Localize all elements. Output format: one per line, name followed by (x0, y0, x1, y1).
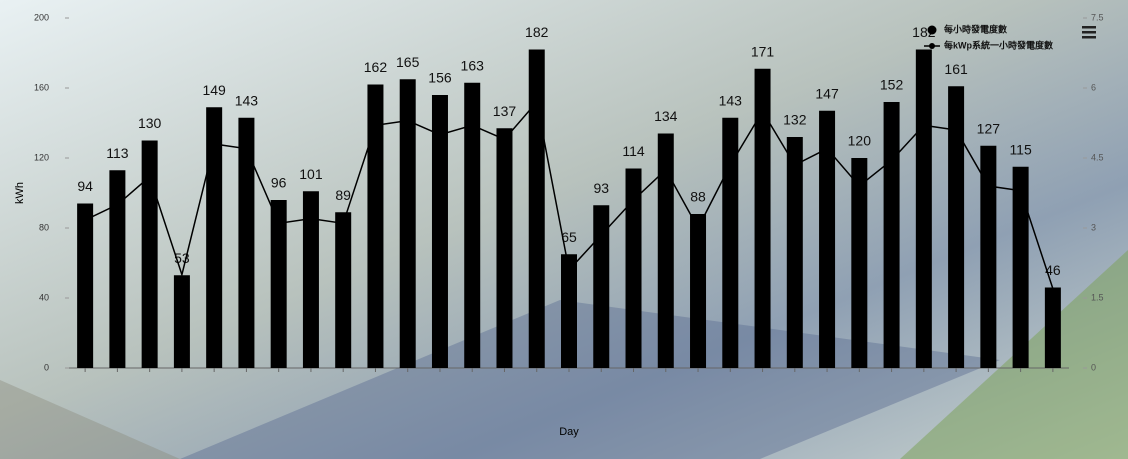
legend-marker (929, 43, 935, 49)
bar (270, 200, 287, 368)
data-label: 147 (815, 85, 839, 101)
data-label: 114 (622, 143, 645, 159)
legend-label: 每小時發電度數 (944, 23, 1008, 34)
data-label: 88 (690, 189, 706, 205)
y2-tick-label: 0 (1091, 362, 1096, 372)
bar (206, 107, 223, 368)
bar (302, 191, 319, 368)
bar (883, 102, 900, 368)
y-tick-label: 120 (34, 152, 49, 162)
data-label: 127 (977, 120, 1001, 136)
y-tick-label: 0 (44, 362, 49, 372)
data-label: 137 (493, 103, 517, 119)
bar (141, 140, 158, 368)
bar (238, 117, 255, 368)
bar (754, 68, 771, 368)
data-label: 171 (751, 43, 775, 59)
data-label: 182 (525, 24, 549, 40)
hamburger-menu[interactable] (1082, 26, 1096, 39)
bar (109, 170, 126, 368)
bar (851, 158, 868, 368)
data-label: 165 (396, 54, 420, 70)
y-axis-label: kWh (14, 182, 26, 204)
bar (722, 117, 739, 368)
data-label: 143 (235, 92, 259, 108)
bar (173, 275, 190, 368)
y2-tick-label: 3 (1091, 222, 1096, 232)
line (84, 100, 1054, 289)
bar (77, 203, 94, 368)
data-label: 46 (1045, 262, 1061, 278)
x-axis-label: Day (559, 426, 579, 438)
data-label: 96 (271, 175, 287, 191)
data-label: 134 (654, 108, 678, 124)
data-label: 152 (880, 77, 904, 93)
data-label: 149 (202, 82, 226, 98)
bar (980, 145, 997, 368)
data-label: 130 (138, 115, 162, 131)
bar (593, 205, 610, 368)
bar (496, 128, 513, 368)
bar (335, 212, 352, 368)
data-label: 120 (848, 133, 872, 149)
y-tick-label: 200 (34, 12, 49, 22)
y2-tick-label: 1.5 (1091, 292, 1104, 302)
legend-marker (927, 25, 937, 35)
y-tick-label: 80 (39, 222, 49, 232)
bar (431, 95, 448, 368)
data-label: 132 (783, 112, 807, 128)
data-label: 101 (299, 166, 323, 182)
y-tick-label: 160 (34, 82, 49, 92)
bar (367, 84, 384, 368)
data-label: 93 (593, 180, 609, 196)
data-label: 65 (561, 229, 577, 245)
bar (399, 79, 416, 368)
bar (561, 254, 577, 368)
data-label: 156 (428, 70, 452, 86)
data-label: 163 (461, 57, 485, 73)
bar (1012, 166, 1029, 368)
bar (948, 86, 965, 368)
y2-tick-label: 7.5 (1091, 12, 1104, 22)
data-label: 143 (719, 92, 743, 108)
data-label: 162 (364, 59, 388, 75)
y2-tick-label: 4.5 (1091, 152, 1104, 162)
bar (1044, 287, 1061, 368)
legend-label: 每kWp系統一小時發電度數 (944, 39, 1054, 50)
data-label: 94 (77, 178, 93, 194)
data-label: 89 (335, 187, 351, 203)
bar (657, 133, 674, 368)
y2-tick-label: 6 (1091, 82, 1096, 92)
bar (786, 137, 803, 368)
bar (819, 110, 836, 368)
bar (690, 214, 707, 368)
data-label: 161 (944, 61, 968, 77)
y-tick-label: 40 (39, 292, 49, 302)
bar (464, 82, 481, 368)
background-roof (0, 380, 180, 459)
bar (528, 49, 545, 368)
bar (915, 49, 932, 368)
bar (625, 168, 642, 368)
data-label: 113 (106, 145, 129, 161)
data-label: 115 (1009, 141, 1032, 157)
